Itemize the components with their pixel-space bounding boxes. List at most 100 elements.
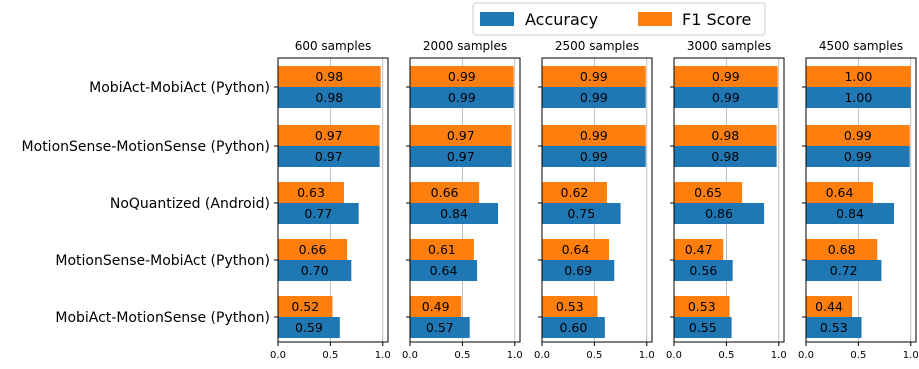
category-label: MobiAct-MobiAct (Python) (89, 80, 270, 96)
panel-frame (277, 57, 389, 343)
bar-f1-score (674, 182, 743, 203)
x-tick-label: 0.0 (666, 350, 682, 361)
bar-f1-score (542, 182, 607, 203)
data-label-accuracy: 0.57 (426, 320, 454, 335)
bar-accuracy (278, 87, 381, 108)
bar-f1-score (278, 239, 348, 260)
data-label-f1-score: 0.64 (562, 242, 590, 257)
data-label-accuracy: 0.77 (304, 206, 332, 221)
data-label-accuracy: 0.59 (295, 320, 323, 335)
data-label-f1-score: 0.49 (422, 299, 450, 314)
panel-frame (673, 57, 785, 343)
bar-accuracy (278, 317, 340, 338)
data-label-accuracy: 0.55 (689, 320, 717, 335)
bar-accuracy (542, 203, 621, 224)
data-label-accuracy: 0.99 (580, 90, 608, 105)
bar-accuracy (278, 146, 380, 167)
data-label-f1-score: 0.44 (815, 299, 843, 314)
x-tick-label: 0.5 (850, 350, 866, 361)
x-tick-label: 0.0 (270, 350, 286, 361)
data-label-f1-score: 0.62 (561, 185, 589, 200)
bar-f1-score (410, 182, 480, 203)
bar-f1-score (542, 125, 646, 146)
data-label-f1-score: 0.61 (428, 242, 456, 257)
x-tick-label: 1.0 (903, 350, 919, 361)
data-label-f1-score: 0.99 (580, 128, 608, 143)
data-label-accuracy: 0.69 (564, 263, 592, 278)
data-label-f1-score: 0.97 (315, 128, 343, 143)
bar-f1-score (806, 125, 910, 146)
data-label-f1-score: 0.99 (448, 69, 476, 84)
data-label-f1-score: 0.97 (447, 128, 475, 143)
x-tick-label: 0.0 (798, 350, 814, 361)
data-label-accuracy: 0.99 (580, 149, 608, 164)
bar-f1-score (806, 239, 878, 260)
bar-f1-score (806, 182, 874, 203)
x-tick-label: 0.5 (454, 350, 470, 361)
bar-f1-score (806, 296, 853, 317)
category-label: MobiAct-MotionSense (Python) (55, 310, 270, 326)
data-label-f1-score: 0.47 (685, 242, 713, 257)
bar-f1-score (542, 66, 646, 87)
data-label-accuracy: 0.99 (712, 90, 740, 105)
bar-accuracy (410, 146, 512, 167)
panel-title: 600 samples (295, 39, 372, 53)
data-label-accuracy: 0.56 (689, 263, 717, 278)
bar-accuracy (542, 87, 646, 108)
panel-frame (541, 57, 653, 343)
data-label-accuracy: 0.98 (711, 149, 739, 164)
bar-f1-score (674, 125, 777, 146)
data-label-f1-score: 1.00 (844, 69, 872, 84)
category-label: MotionSense-MobiAct (Python) (55, 253, 270, 269)
bar-f1-score (410, 66, 514, 87)
panel-title: 2000 samples (423, 39, 507, 53)
bar-accuracy (806, 146, 910, 167)
panel-title: 4500 samples (819, 39, 903, 53)
panel-frame (409, 57, 521, 343)
x-tick-label: 1.0 (507, 350, 523, 361)
bar-f1-score (278, 66, 381, 87)
bar-f1-score (806, 66, 911, 87)
bar-f1-score (674, 296, 730, 317)
bar-f1-score (278, 296, 333, 317)
data-label-f1-score: 0.63 (297, 185, 325, 200)
x-tick-label: 1.0 (771, 350, 787, 361)
panel-title: 2500 samples (555, 39, 639, 53)
x-tick-label: 0.5 (586, 350, 602, 361)
data-label-accuracy: 0.75 (567, 206, 595, 221)
category-label: MotionSense-MotionSense (Python) (22, 139, 270, 155)
data-label-f1-score: 0.99 (844, 128, 872, 143)
data-label-accuracy: 0.84 (440, 206, 468, 221)
legend-swatch-f1-score (638, 12, 672, 26)
legend-box (472, 2, 766, 36)
bar-f1-score (674, 239, 724, 260)
data-label-accuracy: 1.00 (844, 90, 872, 105)
bar-f1-score (278, 125, 380, 146)
legend-label-f1-score: F1 Score (682, 10, 751, 29)
bar-accuracy (542, 146, 646, 167)
x-tick-label: 0.5 (718, 350, 734, 361)
bar-f1-score (410, 296, 462, 317)
data-label-accuracy: 0.98 (315, 90, 343, 105)
bar-accuracy (674, 203, 765, 224)
bar-accuracy (410, 317, 470, 338)
x-tick-label: 1.0 (375, 350, 391, 361)
panel-title: 3000 samples (687, 39, 771, 53)
data-label-accuracy: 0.84 (836, 206, 864, 221)
bar-accuracy (674, 87, 778, 108)
x-tick-label: 0.5 (322, 350, 338, 361)
data-label-accuracy: 0.86 (705, 206, 733, 221)
bar-accuracy (806, 260, 882, 281)
data-label-accuracy: 0.99 (448, 90, 476, 105)
bar-accuracy (674, 317, 732, 338)
bar-accuracy (806, 203, 894, 224)
bar-accuracy (542, 260, 615, 281)
data-label-f1-score: 0.66 (299, 242, 327, 257)
bar-accuracy (410, 203, 498, 224)
panel-frame (805, 57, 917, 343)
bar-accuracy (278, 260, 352, 281)
legend-label-accuracy: Accuracy (525, 10, 598, 29)
data-label-accuracy: 0.64 (430, 263, 458, 278)
data-label-f1-score: 0.53 (556, 299, 584, 314)
